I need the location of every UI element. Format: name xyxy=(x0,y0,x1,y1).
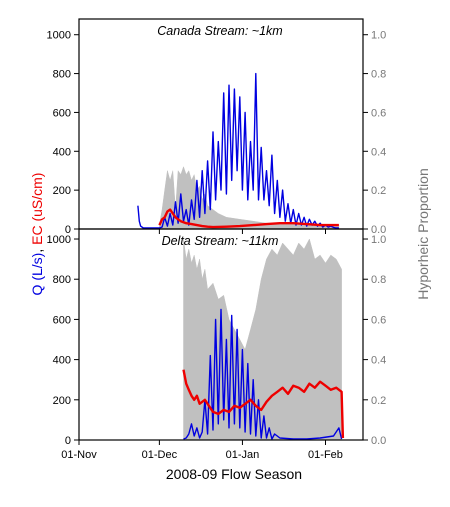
y-axis-title-separator: , xyxy=(29,249,45,253)
y-tick-label-right: 0.2 xyxy=(371,185,386,197)
series-discharge-line xyxy=(183,308,343,440)
y-tick-label-left: 400 xyxy=(53,146,71,158)
panel-delta-stream: 0 200 400 600 800 1000 0.0 0.2 0.4 0.6 0.8 1.0 01-No… xyxy=(47,228,386,461)
y-tick-label-right: 0.0 xyxy=(371,224,386,236)
y-tick-label-right: 0.4 xyxy=(371,355,386,367)
x-axis-title: 2008-09 Flow Season xyxy=(166,466,302,482)
y-tick-label-right: 0.6 xyxy=(371,314,386,326)
y-tick-label-right: 0.4 xyxy=(371,146,386,158)
y-tick-label-left: 200 xyxy=(53,185,71,197)
y-tick-label-right: 1.0 xyxy=(371,234,386,246)
y-tick-label-left: 600 xyxy=(53,107,71,119)
y-tick-label-right: 0.2 xyxy=(371,395,386,407)
panel-title: Canada Stream: ~1km xyxy=(157,24,282,38)
x-tick-label: 01-Jan xyxy=(226,449,260,461)
x-tick-label: 01-Dec xyxy=(142,449,178,461)
y-tick-label-left: 800 xyxy=(53,69,71,81)
y-tick-label-left: 600 xyxy=(53,314,71,326)
panel-title: Delta Stream: ~11km xyxy=(162,234,279,248)
series-conductivity-line xyxy=(158,208,339,229)
y-tick-label-left: 0 xyxy=(65,435,71,447)
y-axis-title-ec: EC (uS/cm) xyxy=(29,173,45,245)
y-tick-label-left: 400 xyxy=(53,355,71,367)
y-tick-label-left: 200 xyxy=(53,395,71,407)
plot-frame xyxy=(78,228,364,441)
y-tick-label-right: 0.8 xyxy=(371,69,386,81)
y-tick-label-right: 1.0 xyxy=(371,30,386,42)
panel-canada-stream: 0 200 400 600 800 1000 0.0 0.2 0.4 0.6 0.8 1.0 Canad… xyxy=(47,18,386,236)
x-tick-label: 01-Nov xyxy=(61,449,97,461)
y-tick-label-left: 1000 xyxy=(47,234,71,246)
y-tick-label-left: 1000 xyxy=(47,30,71,42)
y-tick-label-left: 0 xyxy=(65,224,71,236)
y-tick-label-right: 0.6 xyxy=(371,107,386,119)
plot-frame xyxy=(78,18,364,230)
y-axis-title-left: Q (L/s), EC (uS/cm) xyxy=(29,173,45,296)
series-conductivity-line xyxy=(182,369,345,439)
y-tick-label-right: 0.8 xyxy=(371,274,386,286)
x-tick-label: 01-Feb xyxy=(308,449,343,461)
y-tick-label-left: 800 xyxy=(53,274,71,286)
y-tick-label-right: 0.0 xyxy=(371,435,386,447)
y-axis-title-q: Q (L/s) xyxy=(29,253,45,296)
y-axis-title-right: Hyporheic Proportion xyxy=(415,168,431,300)
